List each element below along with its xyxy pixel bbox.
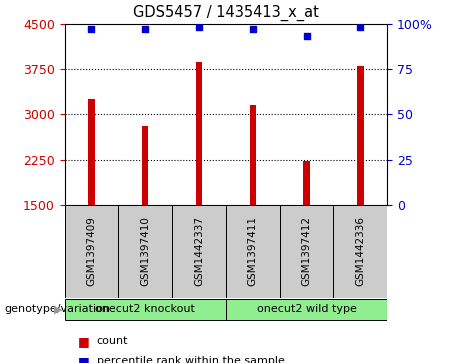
FancyBboxPatch shape (65, 299, 226, 320)
Point (195, 24, 203, 30)
Bar (303, 161, 310, 205)
Text: GSM1397410: GSM1397410 (140, 216, 150, 286)
Text: onecut2 knockout: onecut2 knockout (95, 305, 195, 314)
Bar (357, 66, 364, 205)
Bar (88, 99, 95, 205)
Text: ▶: ▶ (54, 305, 63, 314)
Title: GDS5457 / 1435413_x_at: GDS5457 / 1435413_x_at (133, 5, 319, 21)
FancyBboxPatch shape (65, 205, 118, 298)
FancyBboxPatch shape (118, 205, 172, 298)
FancyBboxPatch shape (333, 205, 387, 298)
Text: count: count (97, 336, 128, 346)
Point (357, 24, 364, 30)
Text: onecut2 wild type: onecut2 wild type (257, 305, 356, 314)
Text: ■: ■ (78, 335, 90, 348)
Point (303, 33, 310, 39)
Point (142, 26, 149, 32)
Text: ■: ■ (78, 355, 90, 363)
Text: GSM1397409: GSM1397409 (86, 216, 96, 286)
Text: percentile rank within the sample: percentile rank within the sample (97, 356, 285, 363)
Bar (196, 62, 202, 205)
Text: genotype/variation: genotype/variation (5, 305, 111, 314)
Bar (249, 105, 256, 205)
Point (88, 26, 95, 32)
Text: GSM1397411: GSM1397411 (248, 216, 258, 286)
Text: GSM1442336: GSM1442336 (355, 216, 366, 286)
FancyBboxPatch shape (172, 205, 226, 298)
Bar (142, 126, 148, 205)
Text: GSM1442337: GSM1442337 (194, 216, 204, 286)
Point (249, 26, 256, 32)
Text: GSM1397412: GSM1397412 (301, 216, 312, 286)
FancyBboxPatch shape (280, 205, 333, 298)
FancyBboxPatch shape (226, 205, 280, 298)
FancyBboxPatch shape (226, 299, 387, 320)
